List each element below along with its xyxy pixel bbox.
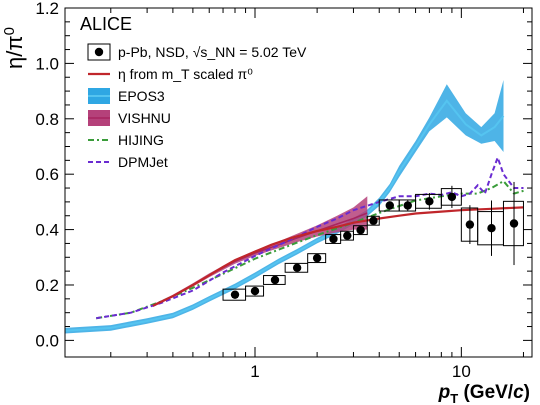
y-tick-label: 0.6: [35, 165, 59, 184]
legend-entry-hijing: HIJING: [88, 132, 164, 148]
legend-label-scaled: η from m_T scaled π⁰: [118, 66, 253, 82]
data-point: [403, 201, 412, 210]
data-point: [447, 192, 457, 202]
data-point: [312, 253, 322, 263]
hijing-line: [96, 179, 524, 320]
syst-box: [284, 262, 309, 273]
epos3-band: [65, 80, 504, 334]
data-point: [465, 220, 475, 229]
syst-box: [502, 200, 524, 247]
legend-entry-vishnu: VISHNU: [88, 110, 171, 126]
legend-swatch-data-marker: [94, 47, 104, 57]
y-tick-label: 0.4: [35, 221, 59, 240]
legend-label-epos: EPOS3: [118, 88, 165, 104]
syst-box: [366, 215, 380, 226]
syst-box: [352, 225, 368, 236]
data-point: [230, 290, 240, 299]
legend-entry-data: p-Pb, NSD, √s_NN = 5.02 TeV: [87, 43, 307, 61]
y-tick-label: 1.2: [35, 0, 59, 18]
data-point: [369, 216, 378, 225]
data-point: [292, 263, 302, 273]
data-point: [425, 197, 434, 206]
legend-swatch-data-box: [87, 43, 111, 61]
legend-entry-scaled: η from m_T scaled π⁰: [88, 66, 253, 82]
syst-box: [245, 285, 265, 297]
legend-entry-epos: EPOS3: [88, 88, 165, 104]
y-tick-label: 0.0: [35, 331, 59, 350]
legend-label-data: p-Pb, NSD, √s_NN = 5.02 TeV: [118, 44, 307, 60]
y-axis-title: η/π0: [1, 27, 27, 69]
data-point: [509, 219, 519, 228]
syst-box: [340, 230, 354, 241]
plot-area: [65, 80, 524, 334]
syst-box: [263, 275, 286, 285]
series-group: [65, 80, 524, 334]
x-tick-label: 1: [250, 362, 259, 381]
legend-label-hijing: HIJING: [118, 132, 164, 148]
data-point: [343, 231, 352, 240]
experiment-label: ALICE: [80, 14, 132, 34]
plot-frame: [64, 7, 533, 358]
y-tick-label: 1.0: [35, 54, 59, 73]
x-tick-label: 10: [452, 362, 471, 381]
data-point: [329, 234, 338, 244]
data-point: [270, 275, 280, 285]
legend-label-vishnu: VISHNU: [118, 110, 171, 126]
data-point: [250, 286, 260, 296]
x-axis-title: pT (GeV/c): [438, 382, 530, 405]
y-tick-label: 0.8: [35, 110, 59, 129]
syst-box: [440, 188, 462, 206]
data-point: [487, 224, 496, 233]
legend-label-dpmjet: DPMJet: [118, 154, 168, 170]
y-tick-label: 0.2: [35, 276, 59, 295]
legend-entry-dpmjet: DPMJet: [88, 154, 168, 170]
syst-box: [307, 253, 327, 264]
data-point: [356, 225, 365, 235]
data-point: [385, 201, 394, 210]
legend: ALICE p-Pb, NSD, √s_NN = 5.02 TeV η from m…: [80, 14, 307, 170]
mt-scaled-line: [152, 206, 524, 307]
